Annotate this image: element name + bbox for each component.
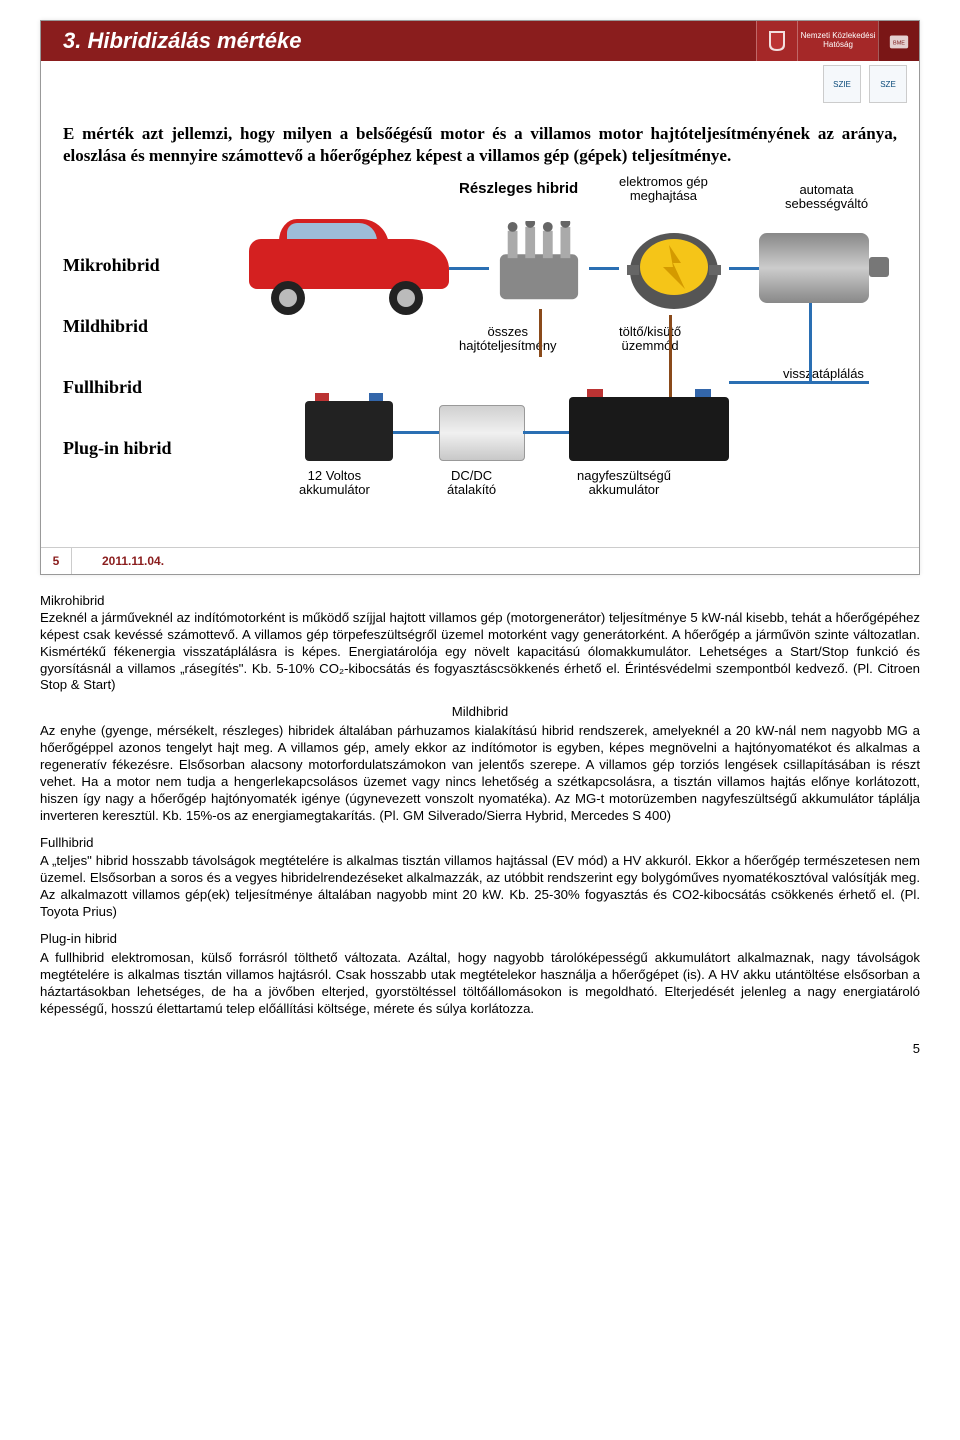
wire	[729, 267, 759, 270]
header-badges: Nemzeti Közlekedési Hatóság BME	[756, 21, 919, 61]
dcdc-converter-icon	[439, 405, 525, 461]
level-fullhibrid: Fullhibrid	[63, 377, 172, 398]
slide-body: E mérték azt jellemzi, hogy milyen a bel…	[41, 105, 919, 547]
badge-crest-icon	[756, 21, 797, 61]
label-12v-battery: 12 Voltos akkumulátor	[299, 469, 370, 498]
label-auto-gearbox: automata sebességváltó	[785, 183, 868, 212]
uni-logo-szie: SZIE	[823, 65, 861, 103]
badge-bme-icon: BME	[878, 21, 919, 61]
wire	[539, 309, 542, 357]
slide-title: 3. Hibridizálás mértéke	[41, 21, 756, 61]
micro-title: Mikrohibrid	[40, 593, 920, 610]
hybrid-diagram: Részleges hibrid elektromos gép meghajtá…	[249, 181, 889, 511]
battery-12v-icon	[305, 401, 393, 461]
level-plugin: Plug-in hibrid	[63, 438, 172, 459]
plug-title: Plug-in hibrid	[40, 931, 920, 948]
gearbox-icon	[759, 233, 869, 303]
level-mildhibrid: Mildhibrid	[63, 316, 172, 337]
engine-icon	[489, 221, 589, 309]
svg-text:BME: BME	[893, 41, 905, 47]
label-hv-battery: nagyfeszültségű akkumulátor	[577, 469, 671, 498]
intro-text: E mérték azt jellemzi, hogy milyen a bel…	[63, 123, 897, 167]
car-icon	[249, 219, 449, 309]
plug-paragraph: A fullhibrid elektromosan, külső forrásr…	[40, 950, 920, 1018]
wire	[523, 431, 569, 434]
badge-authority: Nemzeti Közlekedési Hatóság	[797, 21, 878, 61]
electric-motor-icon	[619, 215, 729, 315]
wire-regen	[729, 381, 869, 384]
wire	[589, 267, 619, 270]
presentation-slide: 3. Hibridizálás mértéke Nemzeti Közleked…	[40, 20, 920, 575]
uni-logo-sze: SZE	[869, 65, 907, 103]
micro-paragraph: Ezeknél a járműveknél az indítómotorként…	[40, 610, 920, 694]
full-title: Fullhibrid	[40, 835, 920, 852]
wire	[669, 315, 672, 397]
hv-battery-icon	[569, 397, 729, 461]
slide-header: 3. Hibridizálás mértéke Nemzeti Közleked…	[41, 21, 919, 61]
label-partial-hybrid: Részleges hibrid	[459, 181, 578, 198]
hybrid-level-list: Mikrohibrid Mildhibrid Fullhibrid Plug-i…	[63, 255, 172, 459]
label-emotor: elektromos gép meghajtása	[619, 175, 708, 204]
slide-footer: 5 2011.11.04.	[41, 547, 919, 574]
wire	[449, 267, 489, 270]
label-dcdc: DC/DC átalakító	[447, 469, 496, 498]
wire	[393, 431, 439, 434]
slide-date: 2011.11.04.	[72, 554, 164, 568]
full-paragraph: A „teljes" hibrid hosszabb távolságok me…	[40, 853, 920, 921]
mild-paragraph: Az enyhe (gyenge, mérsékelt, részleges) …	[40, 723, 920, 824]
uni-logos: SZIE SZE	[41, 61, 919, 105]
wire	[809, 303, 812, 383]
label-regen: visszatáplálás	[783, 367, 864, 381]
document-text: Mikrohibrid Ezeknél a járműveknél az ind…	[40, 593, 920, 1017]
page-number: 5	[40, 1041, 920, 1056]
level-mikrohibrid: Mikrohibrid	[63, 255, 172, 276]
slide-number: 5	[41, 548, 72, 574]
mild-title: Mildhibrid	[40, 704, 920, 721]
